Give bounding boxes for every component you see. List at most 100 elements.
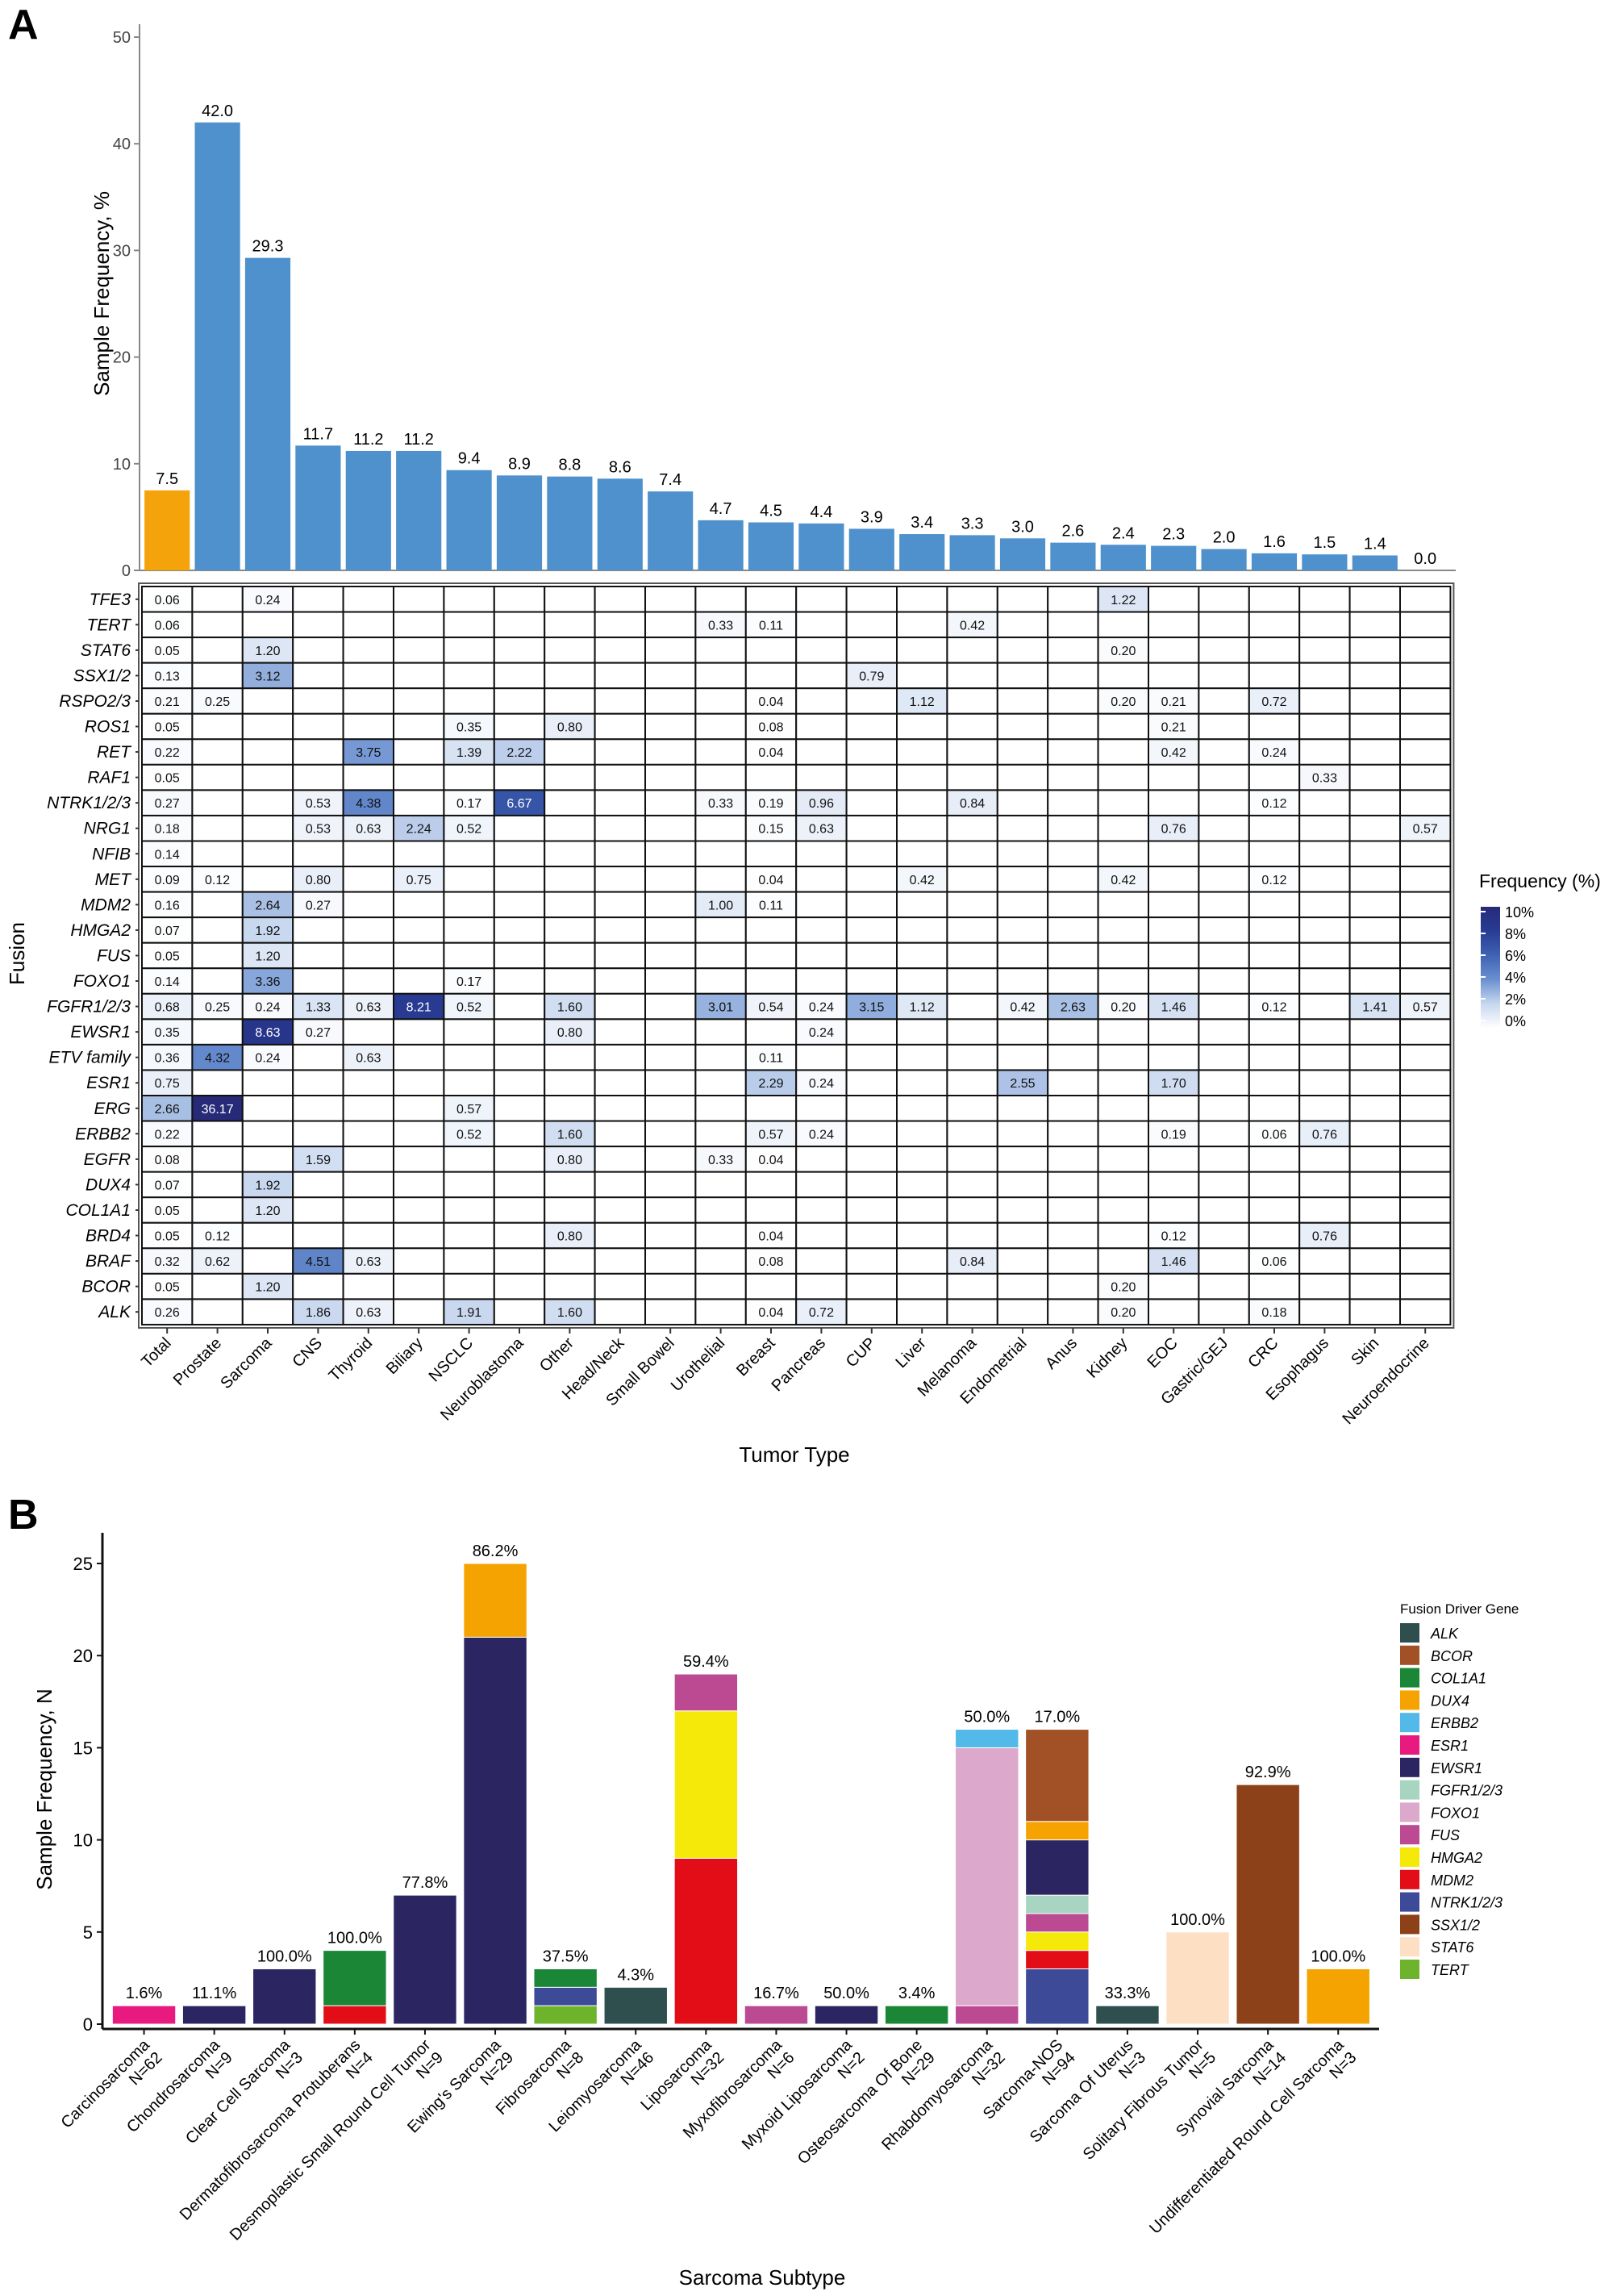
heatmap-cell xyxy=(1399,814,1452,842)
bar-value-label: 3.4 xyxy=(911,514,933,532)
heatmap-cell-value: 0.12 xyxy=(1261,1001,1286,1015)
heatmap-cell xyxy=(1047,1196,1099,1224)
heatmap-cell xyxy=(493,941,546,970)
heatmap-cell xyxy=(1198,712,1250,741)
heatmap-cell xyxy=(241,763,294,791)
heatmap-cell xyxy=(443,1247,495,1275)
heatmap-column-label: Other xyxy=(536,1334,577,1376)
heatmap-cell xyxy=(191,891,244,919)
heatmap-cell xyxy=(241,712,294,741)
heatmap-cell xyxy=(1298,840,1351,868)
heatmap-cell-value: 0.57 xyxy=(456,1103,481,1117)
bar-melanoma xyxy=(949,535,995,570)
heatmap-cell xyxy=(493,1247,546,1275)
bar-nsclc xyxy=(446,470,492,570)
y-tick-label: 40 xyxy=(113,136,131,153)
heatmap-cell xyxy=(241,789,294,816)
heatmap-cell-value: 0.27 xyxy=(306,1026,331,1040)
heatmap-cell xyxy=(393,1272,445,1300)
heatmap-cell xyxy=(544,1247,596,1275)
heatmap-cell xyxy=(1399,1018,1452,1046)
legend-swatch xyxy=(1400,1645,1419,1665)
bar-value-label: 29.3 xyxy=(252,238,284,256)
heatmap-cell xyxy=(1399,1298,1452,1325)
legend-swatch xyxy=(1400,1960,1419,1979)
heatmap-cell xyxy=(191,789,244,816)
heatmap-cell xyxy=(594,1247,646,1275)
heatmap-cell xyxy=(241,1018,294,1046)
heatmap-cell-value: 2.66 xyxy=(155,1103,180,1117)
heatmap-cell xyxy=(241,687,294,715)
heatmap-cell xyxy=(644,1018,697,1046)
heatmap-cell-value: 0.12 xyxy=(205,1230,230,1244)
legend-swatch xyxy=(1400,1623,1419,1643)
heatmap-cell xyxy=(141,712,194,741)
bar-segment-alk xyxy=(1095,2005,1160,2025)
heatmap-cell xyxy=(946,1095,998,1122)
heatmap-cell xyxy=(1097,967,1149,995)
heatmap-cell-value: 0.19 xyxy=(1161,1128,1186,1142)
heatmap-cell xyxy=(1399,840,1452,868)
heatmap-cell xyxy=(1148,1196,1200,1224)
heatmap-cell-value: 8.63 xyxy=(255,1026,280,1040)
heatmap-row-label: STAT6 xyxy=(81,641,131,660)
heatmap-column-label: CUP xyxy=(843,1334,879,1371)
heatmap-cell-value: 3.36 xyxy=(255,975,280,989)
heatmap-cell xyxy=(946,967,998,995)
heatmap-cell xyxy=(845,967,898,995)
subtype-name: Solitary Fibrous Tumor xyxy=(1080,2036,1207,2164)
heatmap-cell xyxy=(694,840,747,868)
bar-segment-dux4 xyxy=(463,1563,527,1638)
heatmap-cell xyxy=(1399,1146,1452,1173)
heatmap-cell xyxy=(493,1298,546,1325)
heatmap-cell xyxy=(946,763,998,791)
heatmap-cell xyxy=(241,1298,294,1325)
bar-segment-ewsr1 xyxy=(393,1894,457,2025)
heatmap-cell xyxy=(1399,1272,1452,1300)
heatmap-row-label: RAF1 xyxy=(87,769,131,787)
heatmap-cell xyxy=(996,687,1049,715)
heatmap-cell xyxy=(342,941,395,970)
heatmap-cell xyxy=(694,814,747,842)
heatmap-cell xyxy=(1097,814,1149,842)
heatmap-cell xyxy=(141,891,194,919)
bar-prostate xyxy=(194,122,240,570)
heatmap-cell xyxy=(896,687,948,715)
heatmap-cell xyxy=(393,1196,445,1224)
heatmap-row-label: TERT xyxy=(87,616,133,634)
heatmap-cell xyxy=(1348,1120,1401,1148)
heatmap-cell xyxy=(1248,1043,1301,1071)
heatmap-cell xyxy=(594,712,646,741)
bar-value-label: 1.5 xyxy=(1313,534,1336,552)
heatmap-cell xyxy=(1047,687,1099,715)
heatmap-cell xyxy=(896,1095,948,1122)
heatmap-cell xyxy=(694,916,747,944)
bar-segment-ssx1-2 xyxy=(1236,1784,1300,2025)
heatmap-cell xyxy=(1399,611,1452,639)
heatmap-cell xyxy=(1198,1221,1250,1250)
heatmap-cell-value: 0.06 xyxy=(155,594,180,607)
heatmap-cell-value: 0.52 xyxy=(456,1128,481,1142)
bar-percent-label: 33.3% xyxy=(1105,1985,1151,2002)
heatmap-cell xyxy=(1248,1272,1301,1300)
heatmap-cell xyxy=(946,1069,998,1096)
heatmap-cell xyxy=(1198,840,1250,868)
heatmap-cell xyxy=(1097,1247,1149,1275)
heatmap-cell xyxy=(342,916,395,944)
heatmap-cell xyxy=(744,1043,798,1071)
heatmap-cell xyxy=(393,1095,445,1122)
heatmap-cell xyxy=(342,866,395,893)
heatmap-cell xyxy=(795,1095,848,1122)
panel-a-heatmap: TFE3 0.06 0.24 1.22 TERT 0.06 0.33 0.11 0.42 STAT… xyxy=(47,582,1455,1428)
heatmap-cell xyxy=(1097,1298,1149,1325)
heatmap-cell xyxy=(845,814,898,842)
heatmap-cell-value: 0.18 xyxy=(1261,1306,1286,1320)
heatmap-cell xyxy=(241,1120,294,1148)
heatmap-cell xyxy=(1097,712,1149,741)
y-tick-label: 20 xyxy=(113,349,131,367)
legend-label: FUS xyxy=(1431,1827,1460,1843)
heatmap-cell xyxy=(845,840,898,868)
bar-segment-foxo1 xyxy=(955,1747,1019,2006)
heatmap-cell xyxy=(1148,967,1200,995)
bar-cns xyxy=(295,445,341,570)
